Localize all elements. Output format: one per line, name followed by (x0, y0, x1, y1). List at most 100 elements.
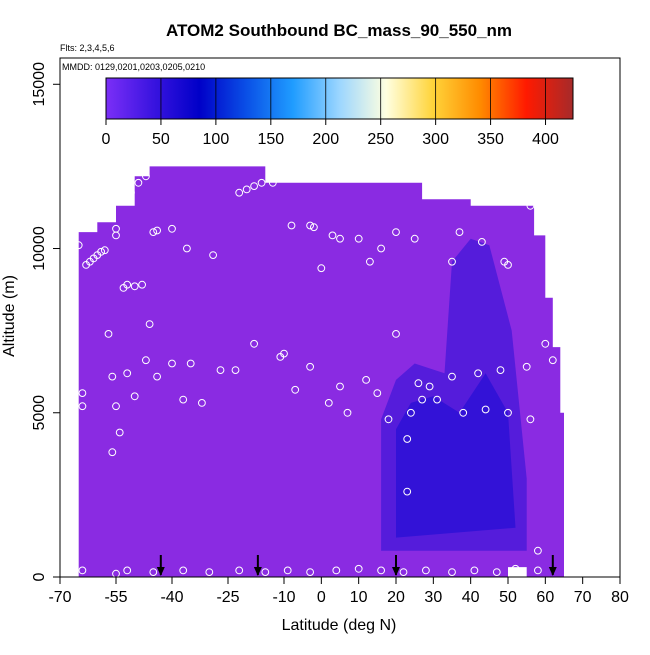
sample-point (283, 566, 292, 575)
sample-point (257, 178, 266, 187)
sample-point (448, 568, 456, 576)
flights-annotation: Flts: 2,3,4,5,6 (60, 43, 115, 53)
enhanced-region-core (396, 373, 516, 538)
sample-point (366, 257, 374, 266)
sample-point (74, 241, 83, 250)
sample-point (492, 568, 501, 576)
x-tick-label: -25 (216, 589, 239, 606)
sample-point (317, 264, 326, 273)
sample-point (100, 246, 109, 255)
sample-point (571, 550, 580, 558)
sample-point (280, 349, 288, 358)
colorbar-tick-label: 400 (532, 131, 559, 148)
sample-point (231, 366, 240, 375)
sample-point (108, 372, 117, 381)
colorbar-gradient (105, 77, 574, 120)
sample-point (399, 568, 408, 576)
sample-point (310, 223, 318, 232)
sample-point (78, 389, 87, 398)
location-arrowhead (392, 567, 400, 576)
sample-point (336, 234, 344, 243)
sample-point (392, 228, 400, 237)
sample-point (324, 399, 333, 407)
sample-point (145, 320, 154, 329)
colorbar-tick-label: 250 (367, 131, 394, 148)
colorbar-tick-label: 150 (257, 131, 284, 148)
y-tick-label: 0 (31, 572, 48, 581)
x-tick-label: 50 (499, 589, 517, 606)
sample-point (448, 372, 456, 381)
x-axis-label: Latitude (deg N) (282, 617, 397, 634)
x-tick-label: 20 (387, 589, 405, 606)
x-tick-label: -40 (160, 589, 183, 606)
y-tick-label: 10000 (31, 226, 48, 271)
sample-point (392, 330, 400, 338)
sample-point (332, 566, 341, 575)
sample-point (291, 385, 300, 394)
sample-point (198, 399, 206, 407)
x-tick-label: 60 (536, 589, 554, 606)
axes: -70 -55 -40 -25 -10 0 10 20 30 40 50 60 70 80 0 5000 100… (31, 57, 629, 606)
colorbar-tick-label: 300 (422, 131, 449, 148)
sample-point (407, 408, 415, 417)
sample-point (433, 395, 442, 404)
sample-point (123, 566, 132, 575)
sample-point (504, 261, 512, 269)
sample-point (354, 564, 363, 573)
x-tick-label: 0 (317, 589, 326, 606)
x-tick-label: 30 (424, 589, 442, 606)
colorbar-tick-label: 50 (152, 131, 170, 148)
sample-point (235, 566, 244, 575)
sample-point (459, 408, 468, 417)
x-tick-label: -70 (48, 589, 71, 606)
x-tick-label: -55 (104, 589, 127, 606)
sample-point (343, 408, 352, 417)
sample-point (306, 568, 315, 576)
colorbar-tick-label: 0 (102, 131, 111, 148)
sample-point (112, 402, 120, 411)
sample-point (242, 185, 251, 194)
sample-point (149, 568, 158, 576)
sample-point (268, 178, 277, 187)
sample-point (474, 369, 483, 378)
x-tick-label: 70 (574, 589, 592, 606)
plot-layer (74, 166, 580, 578)
sample-point (354, 234, 363, 243)
sample-point (403, 487, 412, 496)
sample-point (470, 566, 479, 575)
x-tick-label: 10 (350, 589, 368, 606)
y-axis-label: Altitude (m) (1, 275, 18, 357)
location-arrowhead (156, 567, 165, 576)
location-arrowhead (253, 567, 262, 576)
sample-point (414, 379, 423, 388)
y-tick-label: 15000 (31, 62, 48, 107)
sample-point (384, 415, 393, 424)
sample-point (149, 228, 158, 237)
sample-point (534, 566, 542, 575)
colorbar-tick-label: 350 (477, 131, 504, 148)
sample-point (104, 330, 113, 338)
sample-point (306, 362, 315, 371)
colorbar-tick-label: 200 (312, 131, 339, 148)
sample-point (377, 244, 386, 253)
sample-point (336, 382, 344, 391)
sample-point (455, 228, 464, 237)
sample-point (526, 201, 535, 210)
sample-point (235, 188, 244, 197)
sample-point (448, 257, 456, 266)
sample-point (306, 221, 315, 230)
sample-point (123, 280, 132, 289)
sample-point (541, 339, 550, 348)
sample-point (209, 251, 218, 260)
plot-frame (59, 57, 621, 578)
sample-point (126, 188, 135, 197)
sample-point (130, 282, 139, 291)
sample-point (78, 566, 87, 575)
sample-point (168, 224, 176, 233)
sample-point (168, 359, 176, 368)
sample-point (205, 568, 214, 576)
colorbar-tick-label: 100 (203, 131, 230, 148)
sample-point (153, 226, 162, 235)
